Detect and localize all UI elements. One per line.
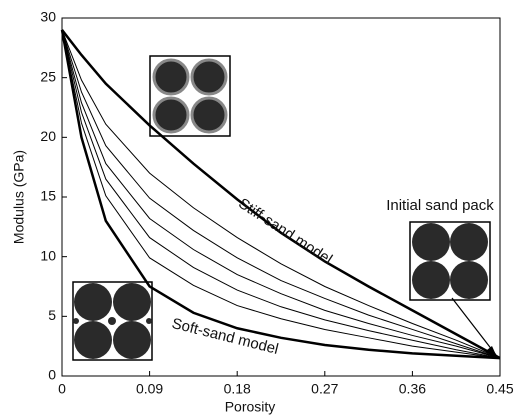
y-tick-label: 30 <box>40 9 56 25</box>
series-line <box>61 29 501 359</box>
curve-label: Stiff-sand model <box>235 195 335 268</box>
x-tick-label: 0.27 <box>311 381 338 397</box>
series-line <box>61 29 501 359</box>
y-tick-label: 0 <box>48 367 56 383</box>
series-line <box>61 29 501 359</box>
y-tick-label: 15 <box>40 188 56 204</box>
y-axis-label: Modulus (GPa) <box>11 150 27 244</box>
x-tick-label: 0 <box>58 381 66 397</box>
annotation-arrowhead <box>487 346 497 357</box>
y-tick-label: 20 <box>40 128 56 144</box>
annotation-arrow <box>451 297 497 356</box>
x-tick-label: 0.09 <box>136 381 163 397</box>
x-axis-label: Porosity <box>225 399 276 415</box>
inset-initial-pack <box>409 221 491 301</box>
series-line <box>61 29 501 360</box>
y-tick-label: 5 <box>48 307 56 323</box>
x-tick-label: 0.18 <box>224 381 251 397</box>
y-tick-label: 25 <box>40 68 56 84</box>
inset-stiff-pack <box>149 55 231 137</box>
series-line <box>61 29 501 359</box>
inset-soft-pack <box>72 281 153 361</box>
curve-label: Soft-sand model <box>170 315 280 358</box>
annotation: Initial sand pack <box>386 197 494 214</box>
x-tick-label: 0.36 <box>399 381 426 397</box>
y-tick-label: 10 <box>40 247 56 263</box>
series-line <box>60 29 501 360</box>
series-line <box>61 29 501 359</box>
x-tick-label: 0.45 <box>486 381 513 397</box>
